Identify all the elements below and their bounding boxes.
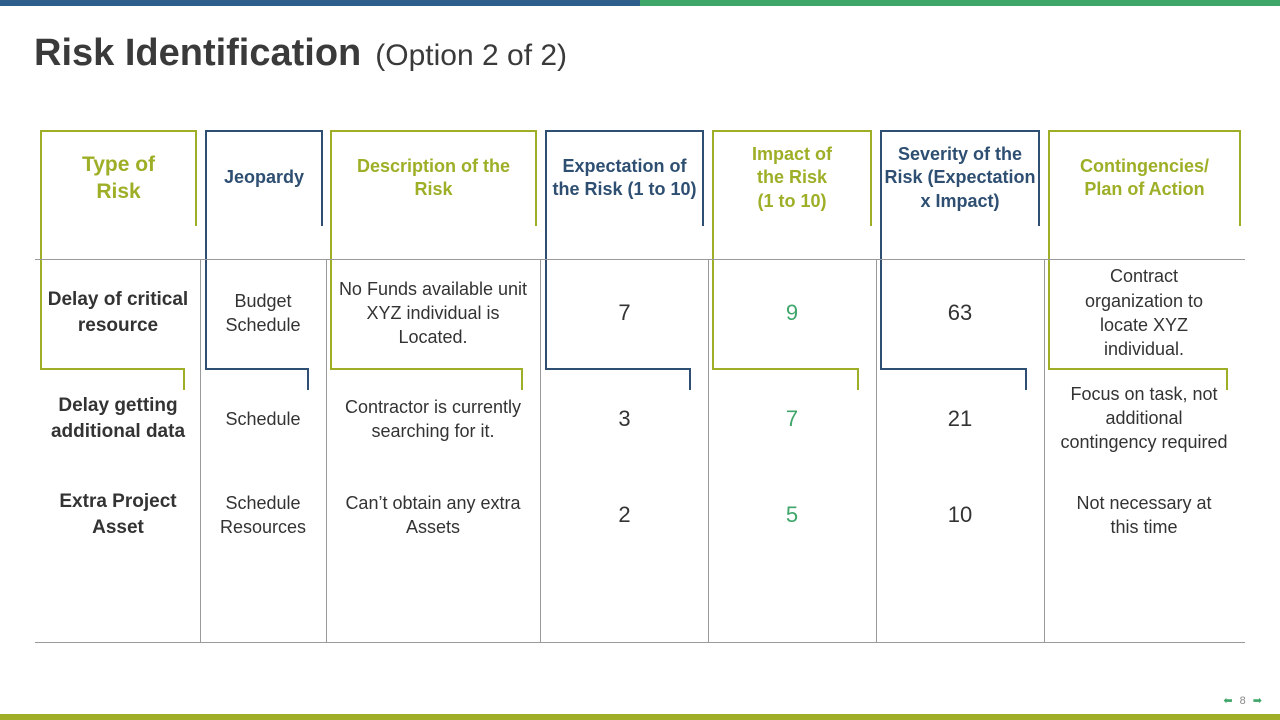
header-type-of-risk: Type of Risk bbox=[40, 130, 197, 390]
slide-title: Risk Identification (Option 2 of 2) bbox=[34, 32, 567, 75]
cell-impact: 9 bbox=[785, 300, 799, 326]
table-bottom-rule bbox=[35, 642, 1245, 643]
bottom-accent-bar bbox=[0, 714, 1280, 720]
prev-arrow-icon[interactable]: ⬅ bbox=[1223, 695, 1233, 707]
cell-severity: 63 bbox=[947, 300, 973, 326]
page-indicator: ⬅ 8 ➡ bbox=[1223, 694, 1262, 707]
cell-expectation: 7 bbox=[618, 300, 631, 326]
cell-type: Extra Project Asset bbox=[59, 491, 177, 538]
cell-severity: 21 bbox=[947, 406, 973, 432]
cell-contingencies: Not necessary at this time bbox=[1076, 492, 1212, 537]
page-number: 8 bbox=[1239, 695, 1246, 707]
cell-expectation: 3 bbox=[618, 406, 631, 432]
header-contingencies-label: Contingencies/ Plan of Action bbox=[1079, 155, 1209, 199]
header-description-label: Description of the Risk bbox=[356, 155, 510, 199]
column-divider bbox=[200, 260, 201, 643]
cell-contingencies: Contract organization to locate XYZ indi… bbox=[1084, 266, 1204, 360]
header-jeopardy: Jeopardy bbox=[205, 130, 323, 390]
column-divider bbox=[1044, 260, 1045, 643]
title-sub: (Option 2 of 2) bbox=[375, 39, 568, 72]
cell-expectation: 2 bbox=[618, 502, 631, 528]
table-top-rule bbox=[35, 259, 1245, 260]
cell-description: Can’t obtain any extra Assets bbox=[345, 492, 521, 537]
title-main: Risk Identification bbox=[34, 32, 362, 74]
header-jeopardy-label: Jeopardy bbox=[223, 167, 305, 188]
header-description: Description of the Risk bbox=[330, 130, 537, 390]
cell-impact: 5 bbox=[785, 502, 799, 528]
cell-jeopardy: Schedule Resources bbox=[219, 492, 307, 537]
header-severity: Severity of the Risk (Expectation x Impa… bbox=[880, 130, 1040, 390]
cell-impact: 7 bbox=[785, 406, 799, 432]
header-contingencies: Contingencies/ Plan of Action bbox=[1048, 130, 1241, 390]
top-accent-bar-green bbox=[640, 0, 1280, 6]
next-arrow-icon[interactable]: ➡ bbox=[1252, 695, 1262, 707]
column-divider bbox=[876, 260, 877, 643]
header-impact: Impact of the Risk (1 to 10) bbox=[712, 130, 872, 390]
cell-type: Delay of critical resource bbox=[47, 289, 189, 336]
header-impact-label: Impact of the Risk (1 to 10) bbox=[751, 143, 832, 211]
column-divider bbox=[708, 260, 709, 643]
column-divider bbox=[540, 260, 541, 643]
header-expectation-label: Expectation of the Risk (1 to 10) bbox=[552, 155, 697, 199]
cell-jeopardy: Budget Schedule bbox=[225, 290, 301, 335]
header-severity-label: Severity of the Risk (Expectation x Impa… bbox=[884, 143, 1036, 211]
header-expectation: Expectation of the Risk (1 to 10) bbox=[545, 130, 704, 390]
cell-description: Contractor is currently searching for it… bbox=[344, 396, 522, 441]
cell-jeopardy: Schedule bbox=[225, 408, 301, 429]
cell-description: No Funds available unit XYZ individual i… bbox=[338, 278, 528, 348]
top-accent-bar-blue bbox=[0, 0, 640, 6]
cell-contingencies: Focus on task, not additional contingenc… bbox=[1060, 383, 1228, 453]
column-divider bbox=[326, 260, 327, 643]
cell-type: Delay getting additional data bbox=[50, 395, 186, 442]
header-type-of-risk-label: Type of Risk bbox=[81, 152, 156, 203]
cell-severity: 10 bbox=[947, 502, 973, 528]
